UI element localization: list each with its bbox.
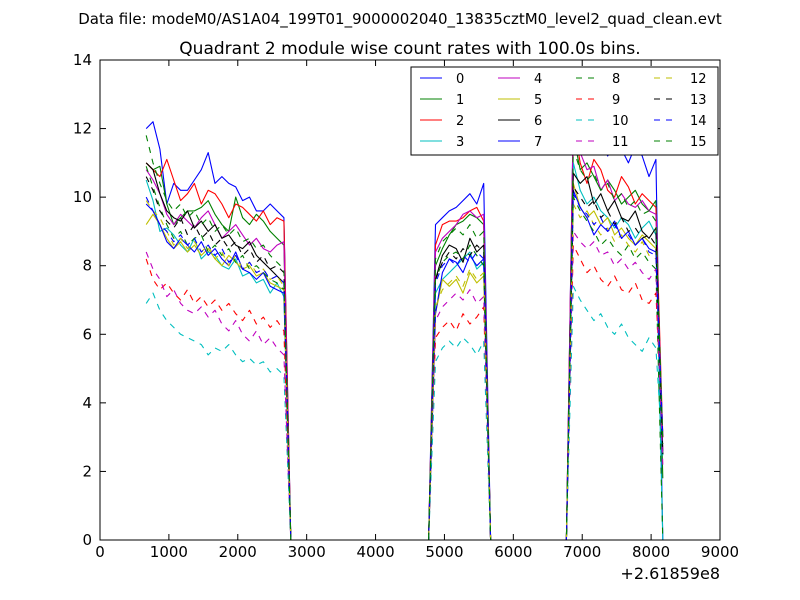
axes: 0 1000 2000 3000 4000 5000 6000 7000 8000 9000 0 2 4… [73,51,739,561]
x-tick-label: 7000 [563,543,601,561]
series-line-15 [145,135,664,540]
series-line-6 [145,162,664,540]
x-tick-label: 6000 [494,543,532,561]
legend-label-12: 12 [690,72,707,87]
legend-label-3: 3 [456,135,464,150]
x-tick-label: 8000 [632,543,670,561]
y-tick-label: 10 [73,188,92,206]
y-tick-label: 6 [82,325,92,343]
chart-title: Quadrant 2 module wise count rates with … [179,39,640,59]
x-tick-label: 2000 [219,543,257,561]
legend-label-13: 13 [690,93,707,108]
legend-label-4: 4 [534,72,542,87]
series-line-11 [145,230,664,540]
legend-label-14: 14 [690,114,707,129]
x-tick-label: 4000 [356,543,394,561]
y-tick-label: 12 [73,120,92,138]
x-tick-label: 5000 [425,543,463,561]
legend-label-11: 11 [612,135,629,150]
x-tick-label: 0 [95,543,105,561]
legend-label-2: 2 [456,114,464,129]
x-tick-label: 1000 [150,543,188,561]
legend-label-10: 10 [612,114,629,129]
x-offset-label: +2.61859e8 [620,564,720,583]
figure-suptitle: Data file: modeM0/AS1A04_199T01_90000020… [78,10,722,29]
y-tick-label: 0 [82,531,92,549]
legend-frame [410,66,719,156]
y-tick-label: 4 [82,394,92,412]
x-tick-label: 3000 [288,543,326,561]
legend-label-9: 9 [612,93,620,108]
y-tick-label: 14 [73,51,92,69]
legend-label-7: 7 [534,135,542,150]
y-tick-label: 2 [82,462,92,480]
legend-label-1: 1 [456,93,464,108]
legend-label-0: 0 [456,72,464,87]
series-line-3 [145,162,664,540]
legend-label-6: 6 [534,114,542,129]
legend-label-15: 15 [690,135,707,150]
legend-label-5: 5 [534,93,542,108]
axes-frame [99,59,721,541]
x-tick-label: 9000 [701,543,739,561]
legend-label-8: 8 [612,72,620,87]
series-line-13 [145,176,664,540]
series-line-7 [145,189,664,540]
y-tick-label: 8 [82,257,92,275]
series-line-9 [145,244,664,540]
